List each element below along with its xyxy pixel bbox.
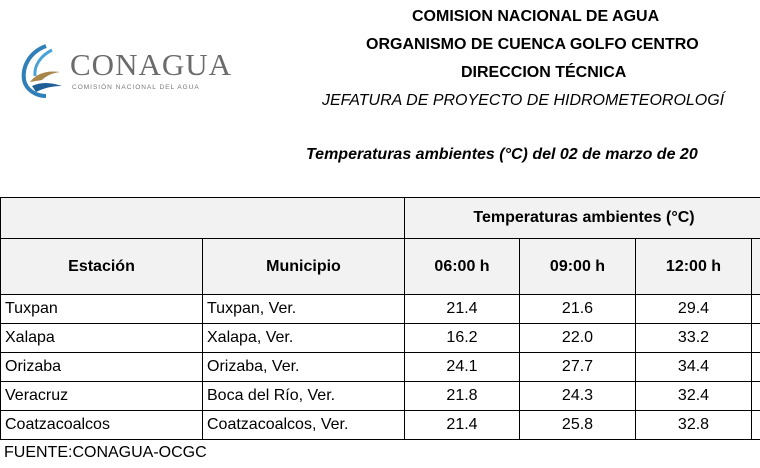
header-line-2: ORGANISMO DE CUENCA GOLFO CENTRO — [366, 36, 699, 53]
table-row-overflow — [751, 294, 760, 324]
header-line-1: COMISION NACIONAL DE AGUA — [412, 8, 660, 25]
table-row-estacion: Orizaba — [0, 352, 203, 382]
table-row-overflow — [751, 352, 760, 382]
table-row-t1200: 32.8 — [635, 410, 752, 440]
table-caption: Temperaturas ambientes (°C) del 02 de ma… — [306, 146, 698, 163]
source-note: FUENTE:CONAGUA-OCGC — [4, 444, 207, 461]
conagua-logo-icon — [21, 44, 62, 98]
column-header-1200: 12:00 h — [635, 238, 752, 295]
header-line-4: JEFATURA DE PROYECTO DE HIDROMETEOROLOGÍ — [322, 92, 725, 109]
table-row-municipio: Xalapa, Ver. — [202, 323, 405, 353]
logo-wordmark: CONAGUA — [70, 47, 232, 82]
temperature-table: Temperaturas ambientes (°C) Estación Mun… — [0, 197, 760, 440]
table-row-t1200: 29.4 — [635, 294, 752, 324]
table-row-t0900: 22.0 — [519, 323, 636, 353]
table-row-municipio: Coatzacoalcos, Ver. — [202, 410, 405, 440]
table-row-overflow — [751, 323, 760, 353]
logo-subtitle: COMISIÓN NACIONAL DEL AGUA — [72, 84, 200, 91]
table-row-estacion: Veracruz — [0, 381, 203, 411]
table-row-estacion: Xalapa — [0, 323, 203, 353]
table-row-overflow — [751, 410, 760, 440]
table-row-t0600: 21.4 — [404, 410, 520, 440]
table-row-municipio: Orizaba, Ver. — [202, 352, 405, 382]
column-header-0600: 06:00 h — [404, 238, 520, 295]
column-header-municipio: Municipio — [202, 238, 405, 295]
header-line-3: DIRECCION TÉCNICA — [461, 64, 627, 81]
table-row-t0900: 27.7 — [519, 352, 636, 382]
table-row-t1200: 33.2 — [635, 323, 752, 353]
table-row-estacion: Coatzacoalcos — [0, 410, 203, 440]
column-header-estacion: Estación — [0, 238, 203, 295]
table-row-t0600: 21.8 — [404, 381, 520, 411]
header-blank-cell — [0, 197, 405, 239]
table-row-t0600: 21.4 — [404, 294, 520, 324]
table-row-t0600: 16.2 — [404, 323, 520, 353]
table-row-t0900: 25.8 — [519, 410, 636, 440]
table-row-overflow — [751, 381, 760, 411]
conagua-logo: CONAGUA COMISIÓN NACIONAL DEL AGUA — [16, 42, 266, 102]
table-row-estacion: Tuxpan — [0, 294, 203, 324]
group-header: Temperaturas ambientes (°C) — [404, 197, 760, 239]
column-header-overflow — [751, 238, 760, 295]
table-row-municipio: Boca del Río, Ver. — [202, 381, 405, 411]
table-row-t0900: 24.3 — [519, 381, 636, 411]
table-row-municipio: Tuxpan, Ver. — [202, 294, 405, 324]
column-header-0900: 09:00 h — [519, 238, 636, 295]
table-row-t1200: 34.4 — [635, 352, 752, 382]
table-row-t0600: 24.1 — [404, 352, 520, 382]
table-row-t1200: 32.4 — [635, 381, 752, 411]
table-row-t0900: 21.6 — [519, 294, 636, 324]
